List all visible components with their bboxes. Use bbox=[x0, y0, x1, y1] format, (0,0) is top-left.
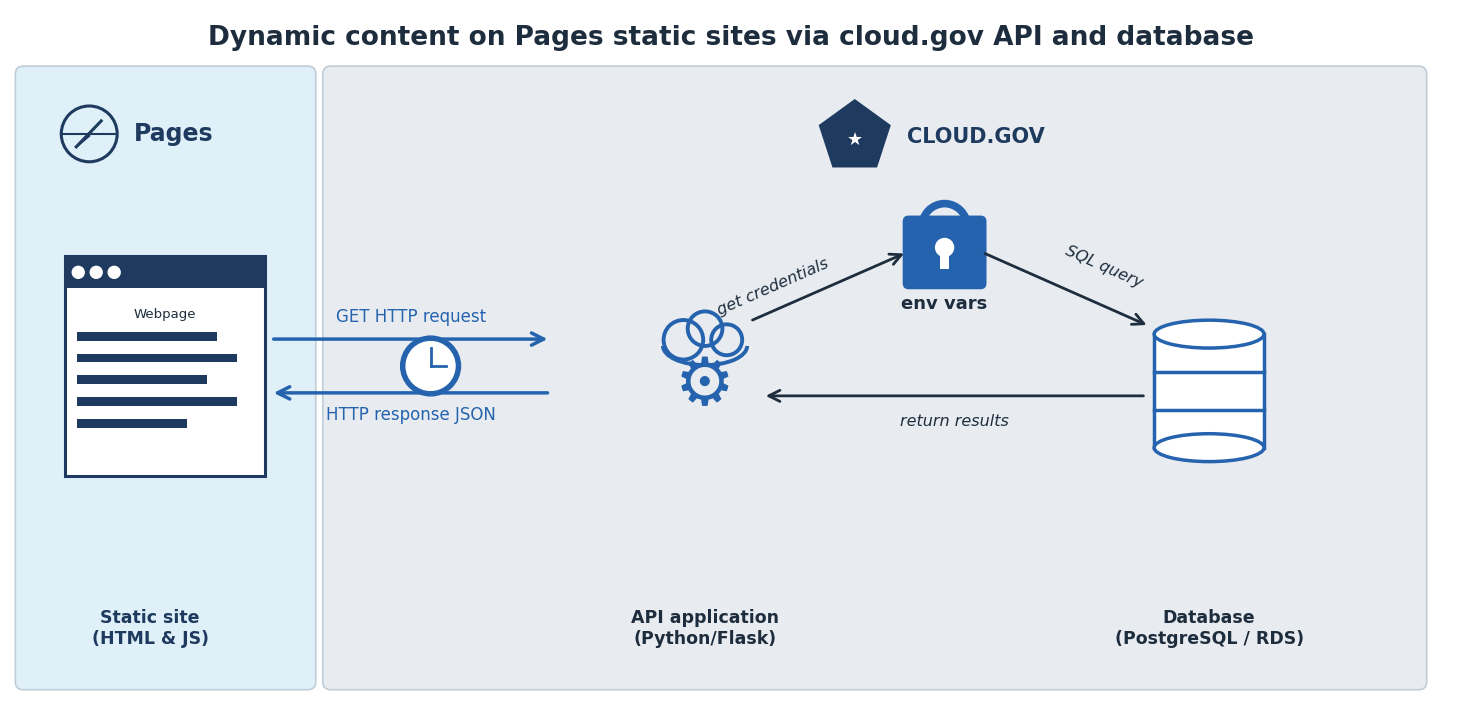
Text: CLOUD.GOV: CLOUD.GOV bbox=[907, 127, 1045, 147]
Text: Database
(PostgreSQL / RDS): Database (PostgreSQL / RDS) bbox=[1115, 609, 1303, 648]
FancyBboxPatch shape bbox=[323, 66, 1427, 690]
Text: HTTP response JSON: HTTP response JSON bbox=[326, 406, 495, 424]
Circle shape bbox=[400, 336, 460, 396]
Text: return results: return results bbox=[900, 414, 1010, 429]
Bar bbox=[77, 397, 237, 407]
Bar bbox=[77, 332, 218, 340]
FancyBboxPatch shape bbox=[903, 216, 986, 289]
FancyBboxPatch shape bbox=[16, 66, 316, 690]
Text: get credentials: get credentials bbox=[716, 256, 831, 318]
Text: GET HTTP request: GET HTTP request bbox=[336, 308, 485, 326]
Polygon shape bbox=[818, 99, 891, 167]
Circle shape bbox=[61, 106, 117, 162]
Text: ⚙: ⚙ bbox=[675, 353, 735, 419]
Text: Webpage: Webpage bbox=[134, 308, 196, 321]
Ellipse shape bbox=[1154, 434, 1264, 461]
Bar bbox=[66, 257, 264, 288]
Text: Static site
(HTML & JS): Static site (HTML & JS) bbox=[92, 609, 209, 648]
Circle shape bbox=[935, 239, 954, 257]
Bar bbox=[939, 252, 950, 270]
Circle shape bbox=[91, 266, 102, 278]
Bar bbox=[663, 332, 747, 365]
Text: Pages: Pages bbox=[134, 122, 213, 146]
Bar bbox=[77, 376, 207, 384]
Circle shape bbox=[108, 266, 120, 278]
Bar bbox=[77, 353, 237, 363]
Text: Dynamic content on Pages static sites via cloud.gov API and database: Dynamic content on Pages static sites vi… bbox=[207, 25, 1254, 51]
Bar bbox=[77, 420, 187, 428]
FancyBboxPatch shape bbox=[66, 257, 264, 476]
Circle shape bbox=[406, 342, 454, 390]
Ellipse shape bbox=[1154, 320, 1264, 348]
Bar bbox=[1154, 334, 1264, 448]
Circle shape bbox=[72, 266, 85, 278]
Text: env vars: env vars bbox=[901, 296, 988, 313]
Text: API application
(Python/Flask): API application (Python/Flask) bbox=[631, 609, 779, 648]
Text: ★: ★ bbox=[847, 131, 863, 149]
Text: SQL query: SQL query bbox=[1062, 244, 1145, 291]
